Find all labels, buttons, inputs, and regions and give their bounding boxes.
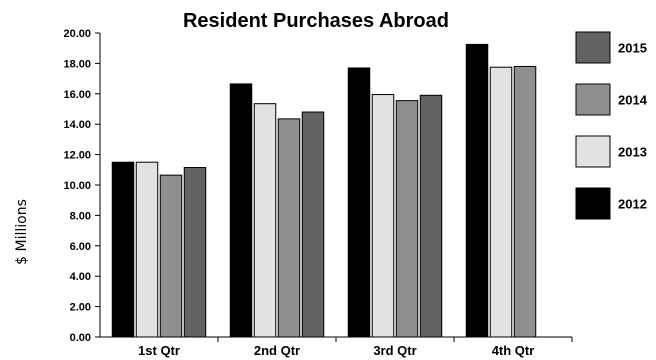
bar-2015-1 xyxy=(183,167,207,338)
bar-2012-1 xyxy=(111,161,135,338)
x-tick-label: 1st Qtr xyxy=(138,343,180,358)
bar-2012-2 xyxy=(229,83,253,338)
y-tick-label: 2.00 xyxy=(70,302,91,314)
bar-2015-2 xyxy=(301,111,325,338)
plot-area: 0.00 2.00 4.00 6.00 8.00 10.00 12.00 14.00 16.00… xyxy=(63,28,573,358)
legend: 2015 2014 2013 2012 xyxy=(575,31,648,220)
y-tick-label: 6.00 xyxy=(70,241,91,253)
x-tick-label: 2nd Qtr xyxy=(254,343,300,358)
bar-2013-3 xyxy=(371,94,395,338)
legend-swatch-2012 xyxy=(575,187,611,220)
bar-2013-1 xyxy=(135,161,159,338)
x-tick-label: 4th Qtr xyxy=(492,343,535,358)
bar-2014-2 xyxy=(277,118,301,338)
chart-title: Resident Purchases Abroad xyxy=(183,10,449,32)
legend-swatch-2014 xyxy=(575,83,611,116)
y-tick-label: 4.00 xyxy=(70,271,91,283)
bar-2012-4 xyxy=(465,43,489,338)
legend-swatch-2015 xyxy=(575,31,611,64)
legend-label-2015: 2015 xyxy=(618,41,647,56)
bar-2014-1 xyxy=(159,174,183,338)
y-tick-label: 10.00 xyxy=(63,180,91,192)
y-tick-label: 14.00 xyxy=(63,119,91,131)
y-tick-label: 12.00 xyxy=(63,150,91,162)
bar-2013-2 xyxy=(253,103,277,338)
legend-swatch-2013 xyxy=(575,135,611,168)
bar-2013-4 xyxy=(489,66,513,338)
y-tick-label: 16.00 xyxy=(63,89,91,101)
y-tick-label: 0.00 xyxy=(70,332,91,344)
y-tick-label: 8.00 xyxy=(70,210,91,222)
legend-label-2013: 2013 xyxy=(618,145,647,160)
x-tick-label: 3rd Qtr xyxy=(373,343,416,358)
legend-label-2012: 2012 xyxy=(618,197,647,212)
bar-2012-3 xyxy=(347,67,371,338)
bar-2014-4 xyxy=(513,65,537,338)
bar-2014-3 xyxy=(395,100,419,338)
y-tick-label: 18.00 xyxy=(63,58,91,70)
bar-2015-3 xyxy=(419,94,443,338)
legend-label-2014: 2014 xyxy=(618,93,648,108)
y-axis-label: $ Millions xyxy=(14,199,30,265)
y-tick-label: 20.00 xyxy=(63,28,91,40)
